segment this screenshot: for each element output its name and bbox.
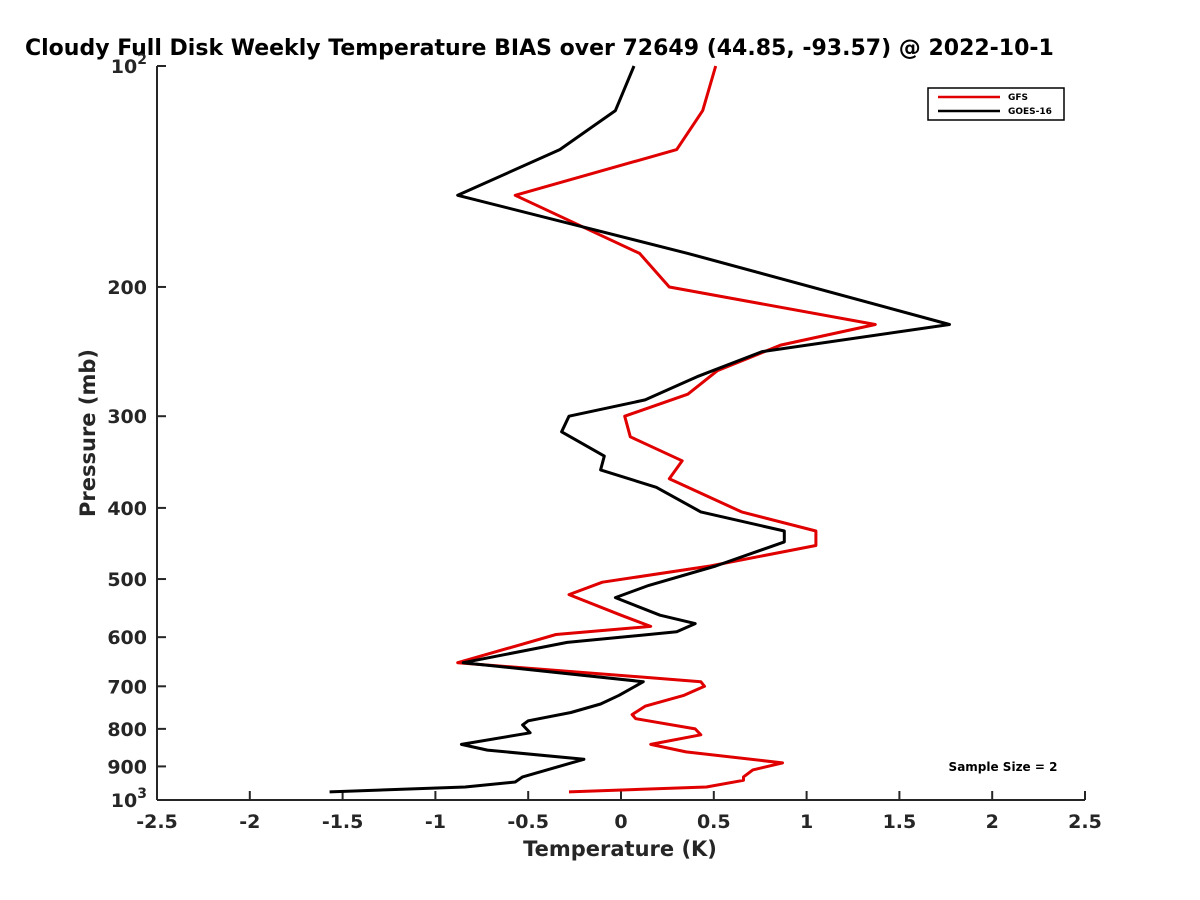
y-tick-label: 300 xyxy=(107,406,147,428)
x-tick-label: 0 xyxy=(614,811,627,833)
sample-size-annotation: Sample Size = 2 xyxy=(949,760,1058,774)
plot-axes xyxy=(156,66,1085,801)
series-layer xyxy=(329,65,951,794)
series-line-goes-16 xyxy=(329,65,951,794)
y-tick-base: 10 xyxy=(111,56,137,78)
y-tick-label: 900 xyxy=(107,756,147,778)
x-tick-label: -2.5 xyxy=(136,811,178,833)
x-tick-label: 0.5 xyxy=(697,811,731,833)
x-tick-label: -2 xyxy=(239,811,260,833)
legend-label-gfs: GFS xyxy=(1008,93,1028,103)
series-line-gfs xyxy=(456,65,877,794)
y-axis-label: Pressure (mb) xyxy=(76,349,100,517)
y-tick-exponent: 2 xyxy=(137,52,147,68)
x-tick-label: 2 xyxy=(986,811,999,833)
y-tick-base: 10 xyxy=(111,790,137,812)
y-tick-label: 400 xyxy=(107,498,147,520)
x-tick-label: 1 xyxy=(800,811,813,833)
y-tick-exponent: 3 xyxy=(137,786,147,802)
y-tick-label: 102 xyxy=(111,52,147,78)
y-tick-label: 500 xyxy=(107,569,147,591)
y-tick-label: 200 xyxy=(107,277,147,299)
x-tick-label: 1.5 xyxy=(883,811,917,833)
legend-box xyxy=(927,87,1065,121)
legend-label-goes-16: GOES-16 xyxy=(1008,107,1052,117)
x-tick-label: -1 xyxy=(425,811,446,833)
y-tick-label: 800 xyxy=(107,719,147,741)
y-tick-label: 103 xyxy=(111,786,147,812)
legend: GFS GOES-16 xyxy=(927,87,1065,121)
chart-title: Cloudy Full Disk Weekly Temperature BIAS… xyxy=(25,36,1054,61)
x-axis-label: Temperature (K) xyxy=(523,837,717,861)
y-tick-label: 600 xyxy=(107,627,147,649)
x-tick-label: -1.5 xyxy=(322,811,364,833)
x-tick-label: 2.5 xyxy=(1068,811,1102,833)
x-tick-label: -0.5 xyxy=(507,811,549,833)
y-tick-label: 700 xyxy=(107,676,147,698)
axis-ticks: -2.5 -2 -1.5 -1 -0.5 0 0.5 1 1.5 2 2.5102200300400… xyxy=(107,52,1102,833)
